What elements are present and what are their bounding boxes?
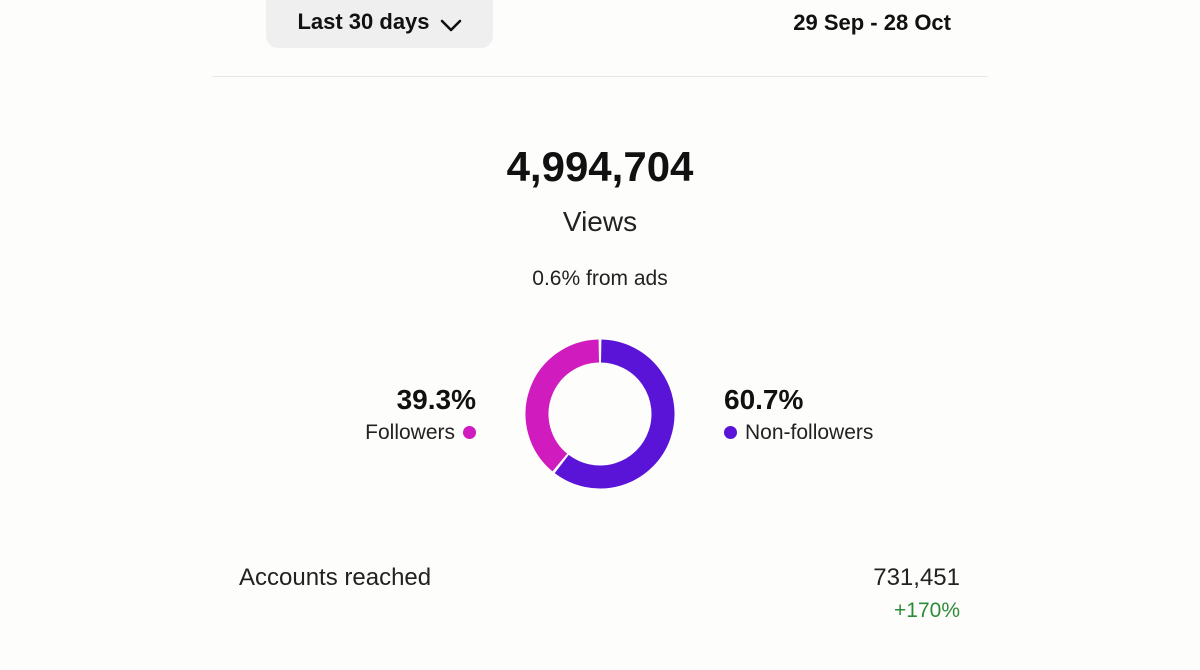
non-followers-percent: 60.7% — [724, 384, 804, 415]
audience-donut — [525, 339, 675, 489]
total-views: 4,994,704 — [506, 143, 694, 190]
non-followers-dot — [724, 426, 737, 439]
followers-legend: 39.3% Followers — [365, 386, 476, 443]
header-divider — [212, 76, 988, 77]
non-followers-legend: 60.7% Non-followers — [724, 386, 873, 443]
period-dropdown[interactable]: Last 30 days — [266, 0, 493, 48]
accounts-reached-change: +170% — [894, 599, 960, 622]
followers-label: Followers — [365, 421, 455, 444]
followers-dot — [463, 426, 476, 439]
followers-percent: 39.3% — [396, 384, 476, 415]
chevron-down-icon — [440, 19, 462, 33]
donut-segment-followers — [525, 339, 600, 472]
date-range: 29 Sep - 28 Oct — [793, 10, 951, 35]
period-label: Last 30 days — [297, 9, 430, 34]
accounts-reached-label: Accounts reached — [239, 564, 432, 591]
accounts-reached-value: 731,451 — [873, 564, 960, 591]
donut-segment-non-followers — [554, 339, 675, 489]
ads-note: 0.6% from ads — [532, 267, 668, 290]
metric-label: Views — [562, 206, 638, 237]
non-followers-label: Non-followers — [745, 421, 874, 444]
